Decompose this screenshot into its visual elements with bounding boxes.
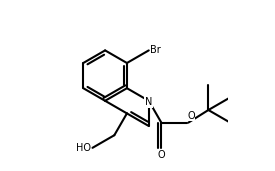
Text: N: N — [145, 97, 152, 107]
Text: HO: HO — [76, 143, 91, 153]
Text: Br: Br — [150, 45, 161, 55]
Text: O: O — [158, 150, 165, 160]
Text: O: O — [187, 111, 195, 121]
